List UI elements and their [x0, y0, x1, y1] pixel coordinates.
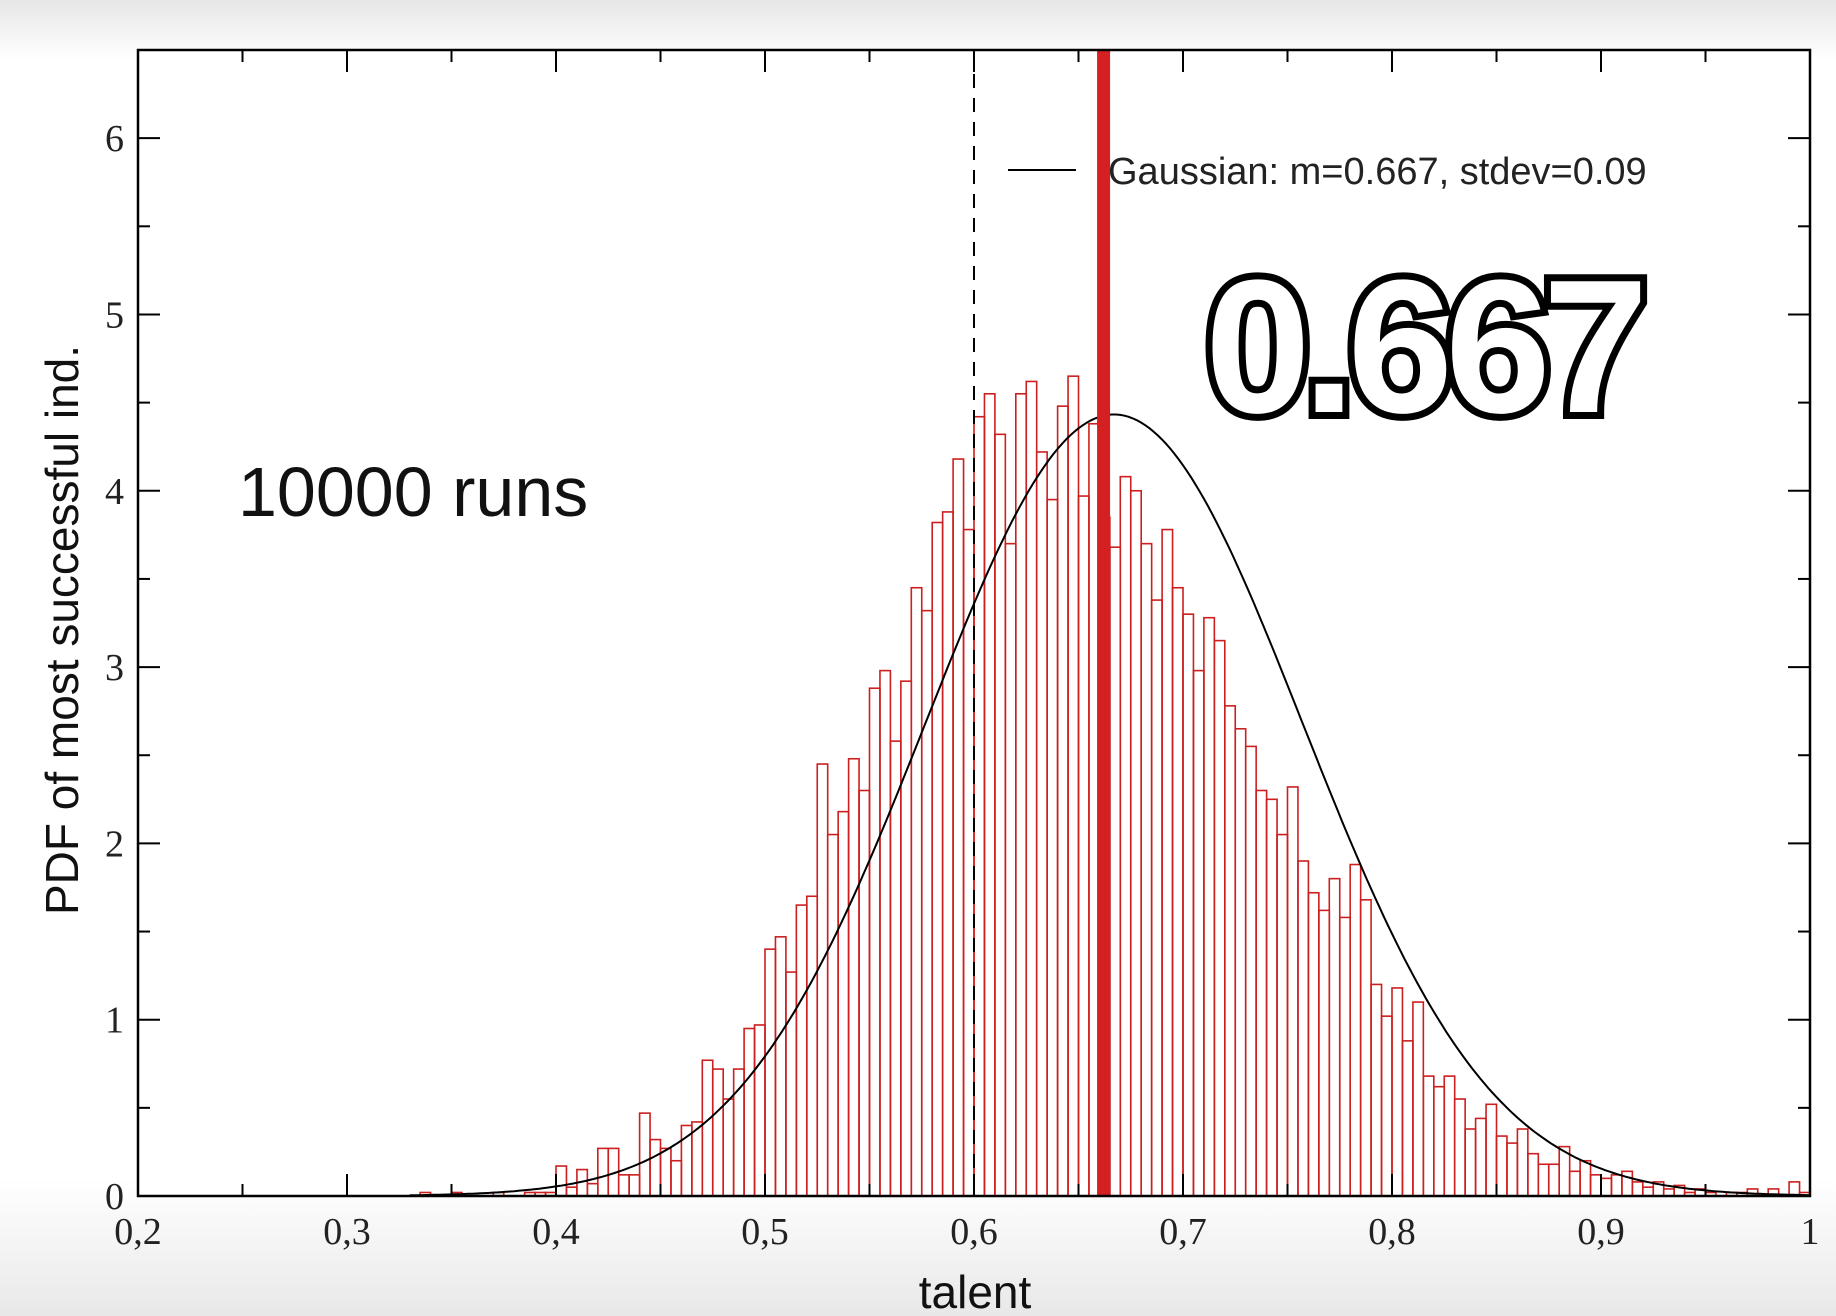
y-tick-label: 3	[105, 647, 124, 689]
x-tick-label: 0,7	[1159, 1211, 1207, 1253]
runs-annotation: 10000 runs	[238, 453, 588, 531]
axis-ticks	[137, 49, 1811, 1197]
y-axis-title: PDF of most successful ind.	[36, 345, 88, 915]
y-tick-labels: 0 1 2 3 4 5 6	[105, 118, 124, 1218]
x-tick-label: 0,8	[1368, 1211, 1416, 1253]
legend-entry: Gaussian: m=0.667, stdev=0.09	[1108, 151, 1647, 193]
x-tick-label: 0,3	[323, 1211, 371, 1253]
y-tick-label: 4	[105, 471, 124, 513]
x-tick-label: 1	[1801, 1211, 1820, 1253]
x-tick-label: 0,9	[1577, 1211, 1625, 1253]
y-tick-label: 0	[105, 1176, 124, 1218]
x-tick-label: 0,6	[950, 1211, 998, 1253]
y-tick-label: 6	[105, 118, 124, 160]
x-tick-label: 0,5	[741, 1211, 789, 1253]
x-tick-labels: 0,2 0,3 0,4 0,5 0,6 0,7 0,8 0,9 1	[114, 1211, 1819, 1253]
x-tick-label: 0,4	[532, 1211, 580, 1253]
highlight-value: 0.667	[1205, 241, 1641, 453]
x-tick-label: 0,2	[114, 1211, 162, 1253]
x-axis-title: talent	[919, 1266, 1032, 1316]
y-tick-label: 1	[105, 1000, 124, 1042]
y-tick-label: 5	[105, 294, 124, 336]
y-tick-label: 2	[105, 823, 124, 865]
